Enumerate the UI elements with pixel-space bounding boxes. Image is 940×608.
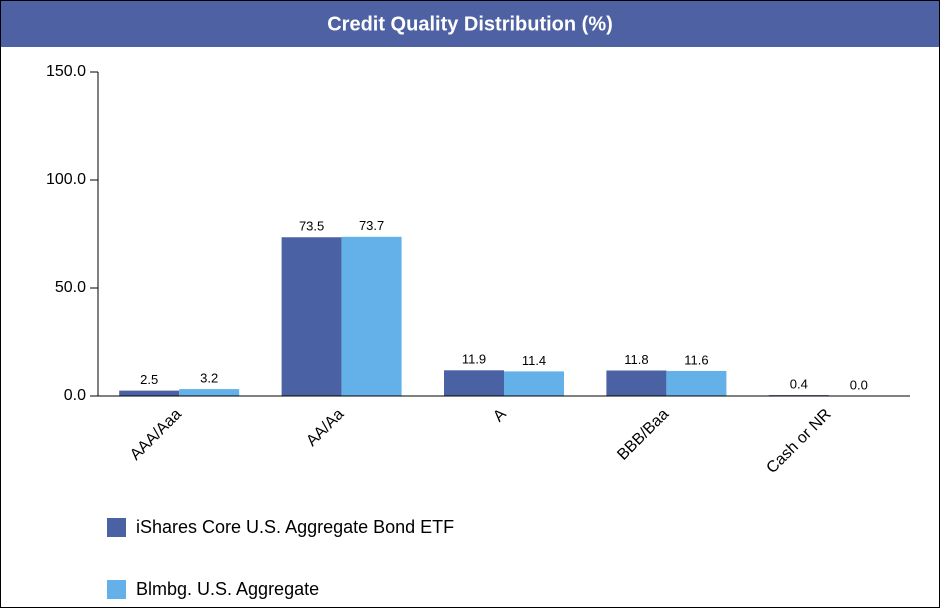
y-tick-label: 50.0 [55,279,86,296]
bar [666,370,727,396]
value-label: 2.5 [140,372,158,387]
chart-title: Credit Quality Distribution (%) [327,13,613,35]
bar [606,370,667,396]
bar [444,370,504,396]
value-label: 11.6 [684,352,708,367]
bar [179,389,240,396]
value-label: 11.4 [522,353,546,368]
y-tick-label: 100.0 [46,171,86,188]
value-label: 73.7 [359,218,384,233]
y-tick-label: 150.0 [46,63,86,80]
bar [504,371,564,396]
bar [341,236,402,396]
bar [119,390,180,396]
value-label: 73.5 [299,219,324,234]
value-label: 11.9 [462,352,486,367]
legend-swatch [107,580,126,599]
value-label: 0.4 [790,377,808,392]
bar [281,237,342,396]
value-label: 3.2 [200,371,218,386]
value-label: 0.0 [850,377,868,392]
legend-label: iShares Core U.S. Aggregate Bond ETF [136,517,454,537]
title-banner [1,1,939,47]
legend-label: Blmbg. U.S. Aggregate [136,579,319,599]
legend-swatch [107,518,126,537]
y-tick-label: 0.0 [64,387,86,404]
value-label: 11.8 [624,352,648,367]
